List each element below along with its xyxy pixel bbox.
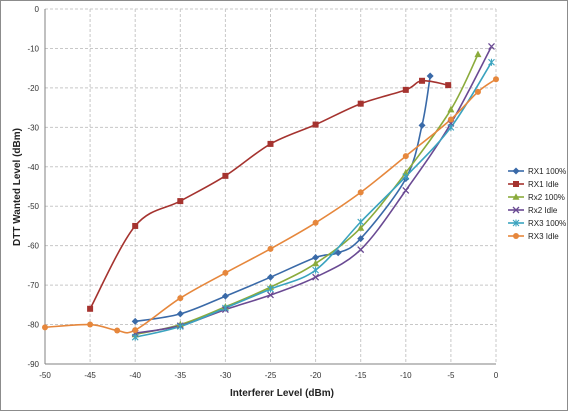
data-point-rx2-idle [267,291,274,299]
data-point-rx2-100 [357,224,365,231]
data-point-rx1-idle [357,100,364,107]
data-point-rx2-100 [312,259,320,267]
series-markers [42,43,499,341]
y-tick-label: 0 [35,5,40,14]
data-point-rx3-idle [42,324,48,331]
y-tick-label: -10 [27,44,39,53]
data-point-rx3-100 [402,173,410,181]
data-point-rx1-100 [176,310,184,318]
x-tick-label: 0 [494,371,499,380]
legend-label-rx3-100: RX3 100% [528,219,566,228]
legend-label-rx1-100: RX1 100% [528,167,566,176]
data-point-rx3-100 [267,285,274,293]
data-point-rx3-idle [87,321,94,328]
x-tick-label: -30 [220,371,232,380]
x-tick-label: -35 [175,371,187,380]
data-point-rx1-100 [221,292,229,300]
legend-label-rx2-100: Rx2 100% [528,193,565,202]
data-point-rx1-idle [267,140,274,147]
x-tick-label: -40 [129,371,141,380]
data-point-rx3-100 [131,333,139,341]
data-point-rx3-idle [402,153,409,160]
data-point-rx3-idle [493,76,499,83]
series-line-rx2-idle [135,46,493,334]
data-point-rx3-idle [447,116,454,123]
data-point-rx2-idle [357,246,365,254]
data-point-rx3-idle [312,219,319,226]
x-tick-label: -45 [84,371,96,380]
data-point-rx1-idle [132,222,139,229]
data-point-rx1-100 [426,72,434,80]
data-point-rx2-100 [447,105,455,113]
data-point-rx3-idle [222,269,229,276]
data-point-rx1-idle [419,77,426,84]
legend-label-rx1-idle: RX1 Idle [528,180,559,189]
data-point-rx3-100 [357,218,365,226]
data-point-rx3-idle [474,88,481,95]
data-point-rx1-100 [418,121,426,129]
data-point-rx3-idle [114,327,121,334]
legend-marker-rx1-100 [512,167,520,175]
plot-area-axes [44,9,496,365]
legend-marker-rx3-idle [513,233,519,239]
x-tick-label: -50 [39,371,51,380]
data-point-rx3-idle [267,245,274,252]
legend-label-rx3-idle: RX3 Idle [528,232,559,241]
legend-marker-rx2-100 [512,193,520,200]
data-point-rx1-idle [402,86,409,93]
y-tick-label: -30 [27,123,39,132]
x-tick-label: -20 [310,371,322,380]
data-point-rx1-100 [131,317,139,325]
data-point-rx1-100 [334,249,342,257]
data-point-rx3-idle [177,295,184,302]
data-point-rx2-100 [474,50,482,58]
x-tick-label: -15 [355,371,367,380]
series-line-rx1-idle [89,79,449,310]
data-point-rx3-idle [132,327,139,334]
data-point-rx1-idle [87,305,94,312]
y-tick-label: -70 [27,281,39,290]
data-point-rx3-100 [222,304,229,312]
series-line-rx3-100 [135,61,493,338]
legend: RX1 100% RX1 Idle Rx2 100% Rx2 Idle RX3 100%… [508,167,566,241]
y-tick-label: -80 [27,321,39,330]
legend-marker-rx3-100 [512,219,520,227]
data-point-rx1-idle [312,121,319,128]
data-point-rx1-100 [357,235,365,243]
data-point-rx3-100 [176,323,184,331]
data-point-rx3-100 [447,123,455,131]
gridlines [45,8,497,364]
y-tick-label: -90 [27,360,39,369]
legend-marker-rx2-idle [512,206,520,214]
data-point-rx3-100 [488,58,495,66]
data-point-rx2-idle [312,273,320,281]
y-axis-title: DTT Wanted Level (dBm) [12,128,23,246]
data-point-rx2-100 [402,168,410,176]
tick-labels: -50 -45 -40 -35 -30 -25 -20 -15 -10 -5 00-10-20-30… [27,5,498,380]
data-point-rx2-idle [488,43,495,50]
data-point-rx1-idle [177,198,184,205]
data-point-rx1-100 [267,273,274,281]
data-point-rx1-idle [445,82,452,89]
data-point-rx3-idle [357,189,364,196]
y-tick-label: -20 [27,84,39,93]
x-tick-label: -5 [447,371,455,380]
y-tick-label: -50 [27,202,39,211]
data-point-rx3-100 [312,266,319,274]
x-tick-label: -10 [400,371,412,380]
legend-marker-rx1-idle [513,181,519,187]
x-axis-title: Interferer Level (dBm) [230,388,334,399]
y-tick-label: -60 [27,242,39,251]
x-tick-label: -25 [265,371,277,380]
data-point-rx1-100 [312,254,320,261]
data-point-rx2-idle [402,186,410,194]
y-tick-label: -40 [27,163,39,172]
data-point-rx1-idle [222,172,229,179]
legend-label-rx2-idle: Rx2 Idle [528,206,558,215]
